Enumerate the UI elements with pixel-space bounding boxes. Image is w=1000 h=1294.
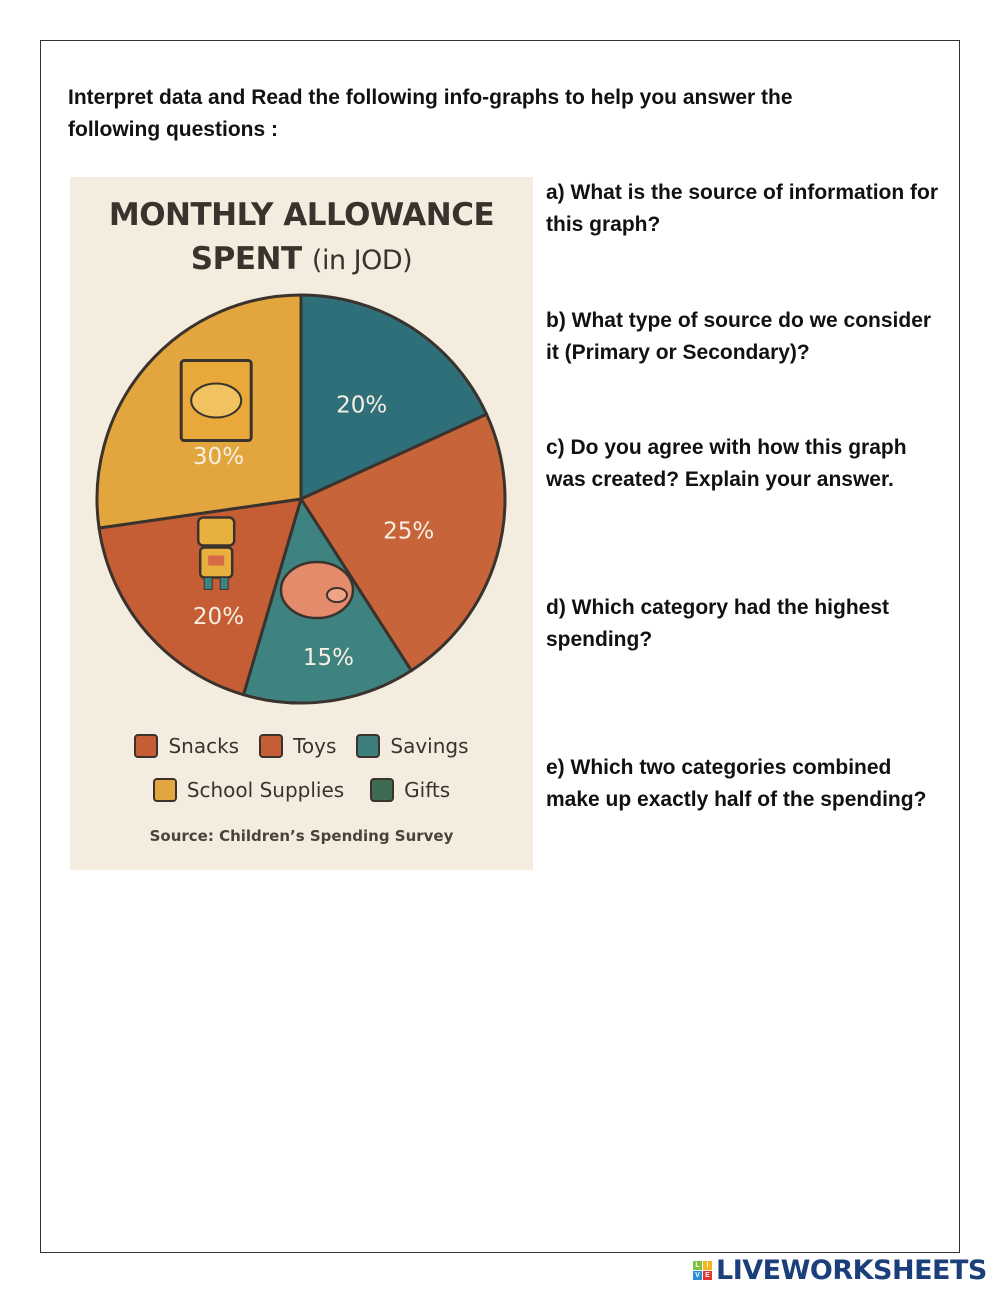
instructions: Interpret data and Read the following in… <box>68 86 793 141</box>
pie-slice <box>97 497 304 697</box>
pie-slice <box>299 293 489 502</box>
legend-swatch <box>259 734 284 758</box>
snack-bag-icon <box>179 359 253 443</box>
logo-blocks-icon: L I V E <box>693 1261 712 1280</box>
chart-title-line1: MONTHLY ALLOWANCE <box>108 197 495 233</box>
legend-item-school-supplies: School Supplies <box>152 778 345 802</box>
question-b: b) What type of source do we consider it… <box>546 309 932 364</box>
question-c: c) Do you agree with how this graph was … <box>546 436 907 491</box>
piggy-bank-icon <box>279 560 355 620</box>
question-e: e) Which two categories combined make up… <box>546 756 927 811</box>
slice-label: 30% <box>193 444 244 470</box>
legend-swatch <box>370 778 395 802</box>
legend-label: Gifts <box>404 778 451 802</box>
legend-item-gifts: Gifts <box>370 778 450 802</box>
logo-letter: E <box>703 1271 712 1280</box>
slice-label: 20% <box>336 393 387 419</box>
legend-label: Toys <box>293 734 337 758</box>
chart-title-unit: (in JOD) <box>311 245 413 276</box>
question-a: a) What is the source of information for… <box>546 181 939 236</box>
legend-label: School Supplies <box>186 778 345 802</box>
legend-item-savings: Savings <box>356 734 469 758</box>
legend-label: Snacks <box>168 734 240 758</box>
legend-row-1: Snacks Toys Savings <box>70 734 533 758</box>
logo-letter: I <box>703 1261 712 1270</box>
logo-text: LIVEWORKSHEETS <box>716 1255 987 1286</box>
chart-title-line2: SPENT <box>190 241 302 277</box>
infographic-pie-chart: MONTHLY ALLOWANCE SPENT (in JOD) 20% 25% 1… <box>70 177 533 870</box>
logo-letter: V <box>693 1271 702 1280</box>
worksheet-frame <box>40 40 960 1253</box>
legend-item-snacks: Snacks <box>134 734 239 758</box>
pie-slice <box>298 412 507 673</box>
slice-label: 15% <box>303 645 354 671</box>
legend-label: Savings <box>390 734 469 758</box>
legend-item-toys: Toys <box>259 734 336 758</box>
slice-label: 25% <box>383 519 434 545</box>
logo-letter: L <box>693 1261 702 1270</box>
legend-row-2: School Supplies Gifts <box>70 778 533 802</box>
slice-label: 20% <box>193 604 244 630</box>
legend-swatch <box>152 778 177 802</box>
legend-swatch <box>134 734 159 758</box>
legend-swatch <box>356 734 381 758</box>
chart-source: Source: Children’s Spending Survey <box>149 827 454 845</box>
liveworksheets-logo: L I V E LIVEWORKSHEETS <box>693 1255 987 1286</box>
question-d: d) Which category had the highest spendi… <box>546 596 890 651</box>
chart-title: MONTHLY ALLOWANCE SPENT (in JOD) <box>70 193 533 283</box>
robot-toy-icon <box>196 516 236 590</box>
pie-svg: 20% 25% 15% 20% 30% <box>95 293 507 705</box>
